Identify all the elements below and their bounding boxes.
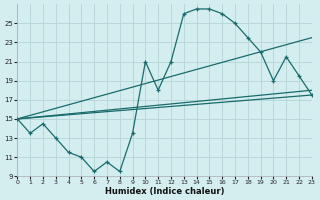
X-axis label: Humidex (Indice chaleur): Humidex (Indice chaleur): [105, 187, 224, 196]
